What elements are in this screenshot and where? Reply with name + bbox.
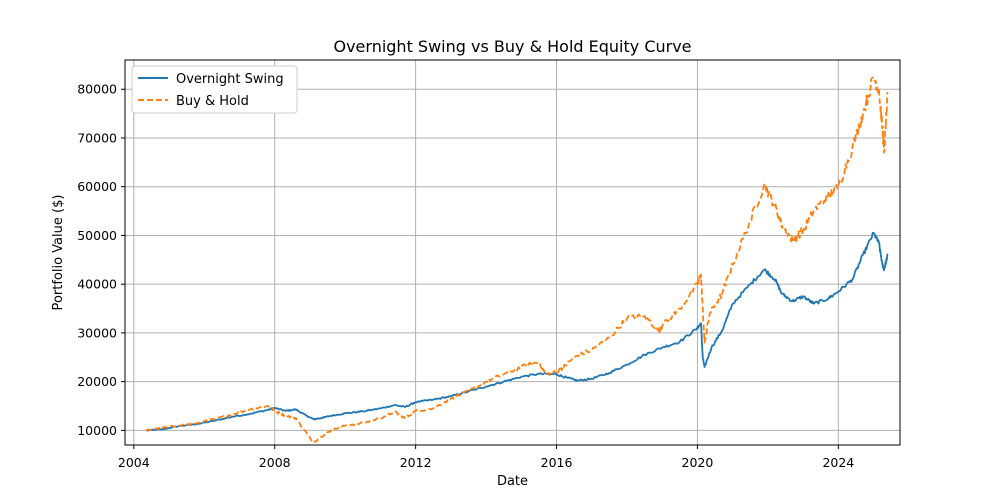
x-tick-label: 2020 <box>682 455 714 470</box>
x-axis: 2004 2008 2012 2016 2020 2024 <box>118 445 854 470</box>
legend-label-overnight-swing: Overnight Swing <box>176 72 284 87</box>
y-tick-label: 20000 <box>77 374 117 389</box>
x-tick-label: 2004 <box>118 455 150 470</box>
y-tick-label: 40000 <box>77 277 117 292</box>
y-axis: 10000 20000 30000 40000 50000 60000 70000 80000 <box>77 82 125 438</box>
grid <box>125 60 900 445</box>
legend: Overnight Swing Buy & Hold <box>131 65 298 114</box>
y-tick-label: 70000 <box>77 130 117 145</box>
chart-title: Overnight Swing vs Buy & Hold Equity Cur… <box>333 37 691 56</box>
axes-frame <box>124 59 901 446</box>
y-axis-label: Portfolio Value ($) <box>51 195 66 311</box>
y-tick-label: 30000 <box>77 325 117 340</box>
x-tick-label: 2016 <box>541 455 573 470</box>
y-tick-label: 80000 <box>77 82 117 97</box>
x-tick-label: 2012 <box>400 455 432 470</box>
y-tick-label: 50000 <box>77 228 117 243</box>
x-axis-label: Date <box>497 474 528 489</box>
x-tick-label: 2008 <box>259 455 291 470</box>
y-tick-label: 60000 <box>77 179 117 194</box>
legend-label-buy-and-hold: Buy & Hold <box>176 94 249 109</box>
series-line-overnight-swing <box>145 231 889 432</box>
legend-box <box>131 65 298 114</box>
plot-area <box>145 76 889 444</box>
x-tick-label: 2024 <box>822 455 854 470</box>
series-line-buy-hold <box>145 76 889 444</box>
y-tick-label: 10000 <box>77 423 117 438</box>
